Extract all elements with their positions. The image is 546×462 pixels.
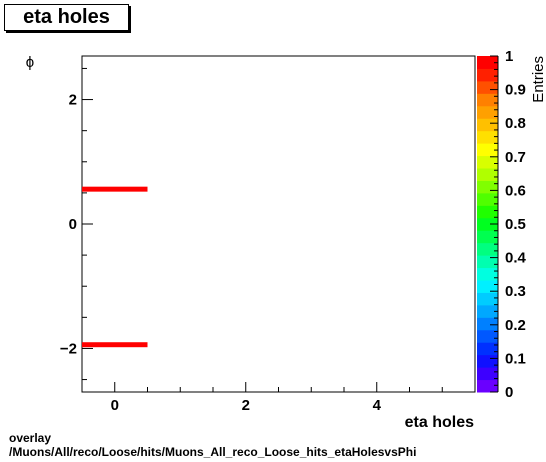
- palette-swatch: [477, 93, 498, 107]
- palette-swatch: [477, 217, 498, 231]
- palette-swatch: [477, 267, 498, 281]
- palette-swatch: [477, 180, 498, 194]
- x-axis-label: eta holes: [405, 414, 474, 431]
- z-tick-label: 0.4: [505, 250, 527, 267]
- chart-title: eta holes: [4, 4, 129, 31]
- z-tick-label: 0.8: [505, 115, 526, 132]
- footer-path: /Muons/All/reco/Loose/hits/Muons_All_rec…: [9, 445, 417, 459]
- palette-swatch: [477, 168, 498, 181]
- plot-frame: [81, 55, 476, 393]
- palette-swatch: [477, 317, 498, 331]
- palette-swatch: [477, 118, 498, 132]
- palette-swatch: [477, 205, 498, 219]
- palette-swatch: [477, 56, 498, 69]
- palette-swatch: [477, 230, 498, 244]
- z-tick-label: 1: [505, 48, 513, 65]
- z-tick-label: 0.6: [505, 182, 526, 199]
- x-tick-label: 0: [111, 397, 119, 414]
- y-tick-label: 2: [69, 92, 77, 109]
- z-tick-label: 0: [505, 384, 513, 401]
- z-tick-label: 0.3: [505, 283, 526, 300]
- z-axis-label: Entries: [530, 56, 546, 103]
- palette-swatch: [477, 342, 498, 356]
- heatmap-cell-1: [82, 342, 148, 348]
- palette-swatch: [477, 130, 498, 144]
- x-tick-label: 2: [242, 397, 250, 414]
- palette-swatch: [477, 143, 498, 157]
- palette-swatch: [477, 304, 498, 318]
- z-tick-label: 0.1: [505, 350, 526, 367]
- palette-swatch: [477, 242, 498, 256]
- palette-swatch: [477, 68, 498, 82]
- y-tick-label: −2: [60, 340, 77, 357]
- palette-swatch: [477, 379, 498, 393]
- palette-swatch: [477, 280, 498, 293]
- y-axis-label: ϕ: [26, 54, 34, 71]
- z-tick-label: 0.5: [505, 216, 526, 233]
- palette-swatch: [477, 255, 498, 269]
- palette-swatch: [477, 155, 498, 169]
- palette-swatch: [477, 105, 498, 119]
- palette-swatch: [477, 329, 498, 343]
- z-tick-label: 0.2: [505, 317, 526, 334]
- palette-swatch: [477, 367, 498, 381]
- palette-swatch: [477, 292, 498, 306]
- y-tick-label: 0: [69, 216, 77, 233]
- z-tick-label: 0.9: [505, 82, 526, 99]
- palette-swatch: [477, 354, 498, 368]
- palette-swatch: [477, 80, 498, 94]
- palette-swatch: [477, 192, 498, 206]
- heatmap-cell-0: [82, 186, 148, 192]
- x-tick-label: 4: [373, 397, 382, 414]
- z-tick-label: 0.7: [505, 149, 526, 166]
- footer-overlay: overlay: [9, 431, 52, 445]
